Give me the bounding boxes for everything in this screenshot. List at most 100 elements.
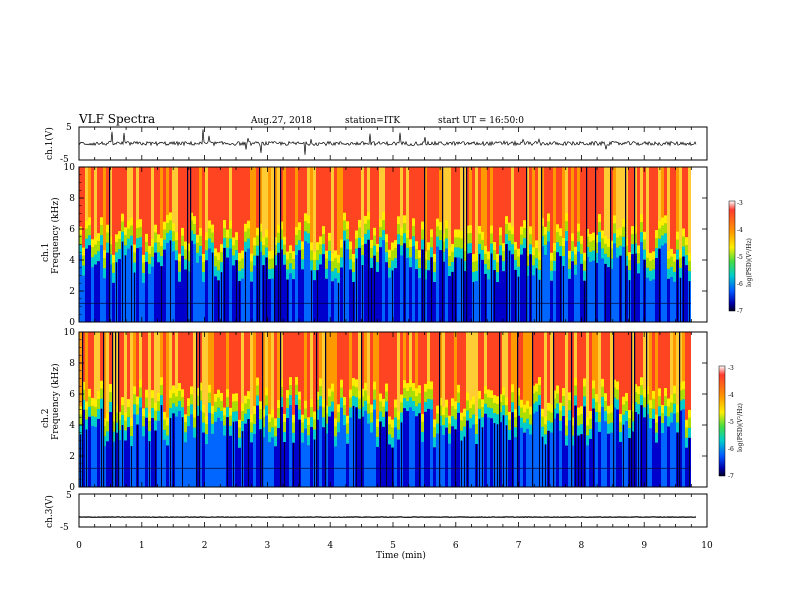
spectrogram-column-yellow — [202, 254, 205, 263]
spectrogram-column-low — [649, 280, 652, 322]
spectrogram-column-cyan — [481, 249, 484, 260]
spectrogram-column-high — [235, 332, 238, 402]
spectrogram-column-green — [685, 427, 688, 438]
spectrogram-dark-streak — [284, 442, 285, 487]
spectrogram-column-cyan — [559, 420, 562, 431]
spectrogram-column-cyan — [340, 397, 343, 408]
spectrogram-dark-streak — [641, 405, 642, 487]
spectrogram-column-green — [421, 229, 424, 240]
spectrogram-column-green — [457, 237, 460, 248]
spectrogram-column-high — [433, 332, 436, 428]
spectrogram-column-cyan — [430, 399, 433, 410]
spectrogram-column-green — [124, 235, 127, 246]
spectrogram-column-cyan — [79, 244, 82, 255]
spectrogram-column-low — [364, 410, 367, 487]
spectrogram-column-low — [394, 427, 397, 487]
spectrogram-column-high — [283, 167, 286, 245]
spectrogram-column-cyan — [358, 408, 361, 419]
spectrogram-column-green — [127, 407, 130, 418]
spectrogram-column-high — [139, 332, 142, 388]
spectrogram-column-high — [175, 167, 178, 241]
spectrogram-column-cyan — [595, 412, 598, 423]
spectrogram-column-high — [649, 332, 652, 409]
spectrogram-column-high — [418, 167, 421, 259]
spectrogram-column-green — [88, 225, 91, 236]
spectrogram-column-yellow — [145, 389, 148, 398]
spectrogram-column-green — [487, 259, 490, 270]
spectrogram-column-high — [148, 167, 151, 254]
spectrogram-dark-streak — [161, 266, 162, 322]
spectrogram-column-yellow — [232, 393, 235, 402]
spectrogram-column-green — [412, 391, 415, 402]
spectrogram-column-yellow — [649, 252, 652, 261]
spectrogram-column-low — [553, 270, 556, 322]
spectrogram-column-cyan — [571, 251, 574, 262]
spectrogram-column-cyan — [400, 412, 403, 423]
spectrogram-column-high — [268, 332, 271, 423]
spectrogram-column-yellow — [277, 224, 280, 233]
spectrogram-column-low — [187, 426, 190, 487]
spectrogram-dark-streak — [518, 276, 519, 322]
spectrogram-column-low — [376, 446, 379, 487]
spectrogram-column-green — [406, 391, 409, 402]
spectrogram-column-green — [487, 397, 490, 408]
spectrogram-column-green — [391, 427, 394, 438]
spectrogram-column-green — [328, 240, 331, 251]
spectrogram-column-low — [205, 444, 208, 487]
spectrogram-column-green — [610, 248, 613, 259]
spectrogram-column-high — [346, 167, 349, 230]
spectrogram-column-low — [556, 252, 559, 322]
spectrogram-dark-streak — [353, 281, 354, 322]
spectrogram-column-high — [364, 332, 367, 391]
spectrogram-column-yellow — [184, 241, 187, 250]
spectrogram-column-yellow — [85, 401, 88, 410]
spectrogram-column-high — [145, 167, 148, 242]
spectrogram-column-high — [157, 167, 160, 243]
spectrogram-column-cyan — [598, 421, 601, 432]
spectrogram-column-yellow — [166, 214, 169, 223]
spectrogram-column-yellow — [454, 229, 457, 238]
spectrogram-column-yellow — [142, 254, 145, 263]
spectrogram-column-yellow — [472, 253, 475, 262]
spectrogram-column-yellow — [688, 253, 691, 262]
spectrogram-column-cyan — [133, 262, 136, 273]
spectrogram-column-low — [466, 253, 469, 322]
spectrogram-column-high — [172, 332, 175, 394]
spectrogram-dark-streak — [482, 427, 483, 487]
spectrogram-column-green — [355, 238, 358, 249]
spectrogram-column-high — [85, 167, 88, 229]
spectrogram-column-green — [610, 412, 613, 423]
spectrogram-column-yellow — [319, 378, 322, 387]
spectrogram-column-high — [544, 332, 547, 425]
ch1-xticks — [78, 127, 708, 160]
spectrogram-column-yellow — [295, 376, 298, 385]
spectrogram-column-yellow — [427, 380, 430, 389]
spectrogram-column-green — [370, 412, 373, 423]
spectrogram-column-high — [673, 332, 676, 394]
spectrogram-column-high — [454, 167, 457, 238]
spectrogram-column-high — [259, 332, 262, 410]
spectrogram-column-green — [652, 398, 655, 409]
spectrogram-column-high — [109, 167, 112, 245]
spectrogram-column-low — [430, 409, 433, 487]
spectrogram-column-green — [679, 257, 682, 268]
spectrogram-column-high — [496, 332, 499, 405]
spectrogram-dark-streak — [431, 257, 432, 322]
spectrogram-column-yellow — [391, 242, 394, 251]
spectrogram-column-yellow — [175, 388, 178, 397]
spectrogram-column-low — [190, 240, 193, 322]
spectrogram-column-cyan — [265, 247, 268, 258]
spectrogram-column-high — [328, 167, 331, 241]
spectrogram-column-yellow — [160, 377, 163, 386]
spectrogram-column-low — [400, 255, 403, 322]
spectrogram-column-high — [310, 167, 313, 251]
spectrogram-dark-streak — [344, 240, 345, 322]
spectrogram-column-yellow — [244, 223, 247, 232]
spectrogram-column-cyan — [121, 231, 124, 242]
spectrogram-column-yellow — [148, 413, 151, 422]
spectrogram-column-yellow — [376, 243, 379, 252]
spectrogram-column-yellow — [547, 213, 550, 222]
spectrogram-column-low — [79, 254, 82, 322]
spectrogram-column-low — [487, 417, 490, 487]
